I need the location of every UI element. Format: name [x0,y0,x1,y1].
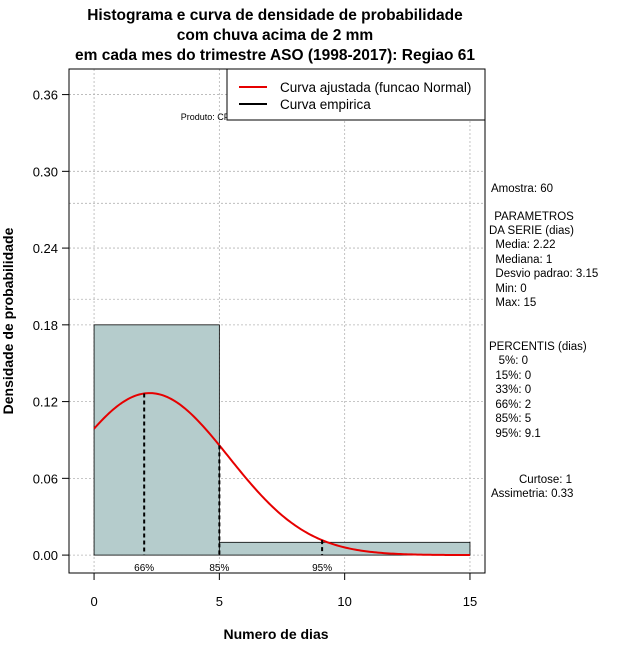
y-tick-label-0: 0.00 [33,548,58,563]
histogram-bar-0 [93,324,220,556]
y-tick-label-5: 0.30 [33,164,58,179]
kurtosis: Curtose: 1 [519,474,573,486]
percentile-5: 5%: 0 [489,355,528,367]
param-median: Mediana: 1 [489,254,553,266]
percentile-85: 85%: 5 [489,413,532,425]
fitted-normal-curve [93,392,470,557]
histogram-bar-1 [218,541,471,556]
param-max: Max: 15 [489,297,537,309]
x-tick-label-3: 15 [463,594,477,609]
percentile-15: 15%: 0 [489,370,532,382]
chart-title-line-1: Histograma e curva de densidade de proba… [87,7,463,24]
percentile-33: 33%: 0 [489,384,532,396]
sample-size: Amostra: 60 [491,183,553,195]
param-stddev: Desvio padrao: 3.15 [489,268,599,280]
legend-label-0: Curva ajustada (funcao Normal) [280,80,471,95]
param-min: Min: 0 [489,283,527,295]
x-tick-label-2: 10 [337,594,351,609]
y-tick-label-4: 0.24 [33,241,58,256]
y-tick-label-3: 0.18 [33,318,58,333]
params-title-2: DA SERIE (dias) [489,225,574,237]
y-tick-label-2: 0.12 [33,395,58,410]
y-tick-label-6: 0.36 [33,88,58,103]
percentile-66: 66%: 2 [489,399,532,411]
percentile-95: 95%: 9.1 [489,428,541,440]
x-tick-label-1: 5 [216,594,223,609]
x-tick-label-0: 0 [90,594,97,609]
legend-box [226,68,486,121]
percentile-marker-label-1: 85% [209,563,229,574]
chart-title-line-2: com chuva acima de 2 mm [176,27,374,44]
skewness: Assimetria: 0.33 [491,488,574,500]
percentiles-title: PERCENTIS (dias) [489,341,587,353]
y-axis-title: Densidade de probabilidade [0,227,16,414]
params-title-1: PARAMETROS [491,211,574,223]
y-tick-label-1: 0.06 [33,471,58,486]
percentile-marker-label-0: 66% [134,563,154,574]
product-credit: Produto: CPTEC/INPE [181,112,272,122]
chart-title-line-3: em cada mes do trimestre ASO (1998-2017)… [74,47,476,64]
param-mean: Media: 2.22 [489,239,556,251]
legend-label-1: Curva empirica [280,97,371,112]
percentile-marker-label-2: 95% [312,563,332,574]
x-axis-title: Numero de dias [223,626,328,642]
